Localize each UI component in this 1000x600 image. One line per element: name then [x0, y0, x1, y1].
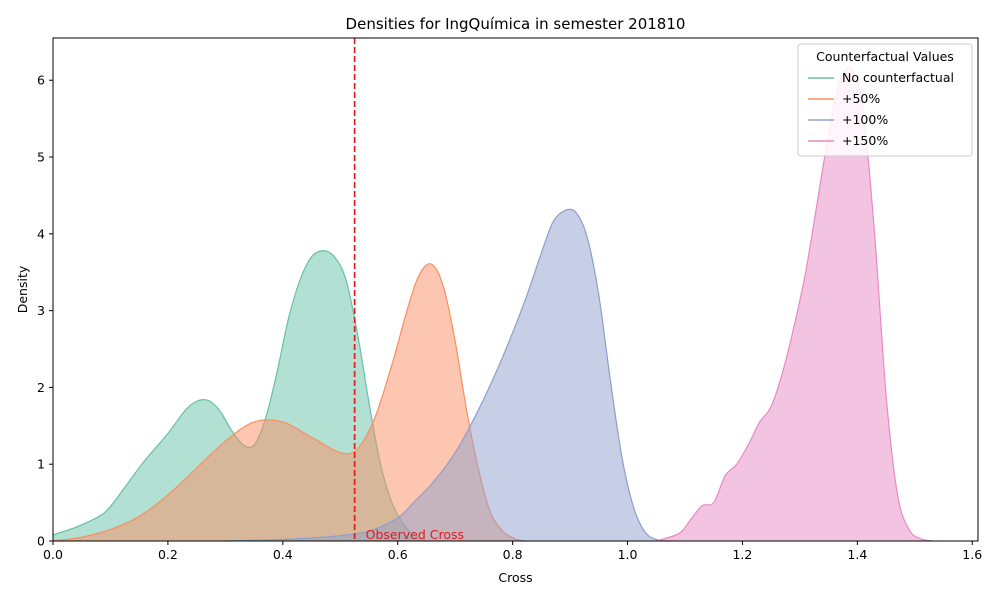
x-tick-label: 1.4: [847, 547, 867, 562]
x-tick-label: 0.6: [388, 547, 408, 562]
density-area-2: [53, 263, 525, 541]
legend-box: [797, 43, 973, 157]
density-line-3: [225, 208, 668, 542]
y-tick-label: 1: [37, 457, 45, 472]
density-area-4: [656, 66, 933, 542]
observed-cross-label: Observed Cross: [366, 527, 464, 542]
chart-title: Densities for IngQuímica in semester 201…: [346, 15, 686, 33]
legend-label: +50%: [842, 91, 880, 106]
x-tick-label: 0.0: [43, 547, 63, 562]
density-area-3: [225, 209, 668, 541]
density-areas: [52, 66, 933, 542]
legend: Counterfactual Values No counterfactual +…: [797, 43, 973, 157]
plot-frame: [52, 37, 979, 542]
x-tick-label: 1.6: [962, 547, 982, 562]
legend-label: No counterfactual: [842, 70, 954, 85]
y-axis: 0 1 2 3 4 5 6: [37, 73, 53, 549]
x-axis-label: Cross: [498, 570, 532, 585]
x-tick-label: 0.8: [503, 547, 523, 562]
y-tick-label: 2: [37, 380, 45, 395]
legend-label: +100%: [842, 112, 888, 127]
density-line-4: [656, 66, 933, 542]
y-tick-label: 5: [37, 150, 45, 165]
y-tick-label: 6: [37, 73, 45, 88]
legend-items: No counterfactual +50% +100% +150%: [808, 70, 954, 148]
x-tick-label: 1.2: [732, 547, 752, 562]
density-line-1: [52, 250, 427, 542]
legend-title: Counterfactual Values: [816, 49, 954, 64]
x-tick-label: 1.0: [618, 547, 638, 562]
x-tick-label: 0.2: [158, 547, 178, 562]
x-tick-label: 0.4: [273, 547, 293, 562]
legend-label: +150%: [842, 133, 888, 148]
y-tick-label: 0: [37, 534, 45, 549]
x-axis: 0.0 0.2 0.4 0.6 0.8 1.0 1.2 1.4 1.6: [43, 541, 982, 562]
y-tick-label: 3: [37, 303, 45, 318]
y-axis-label: Density: [15, 265, 30, 313]
y-tick-label: 4: [37, 226, 45, 241]
